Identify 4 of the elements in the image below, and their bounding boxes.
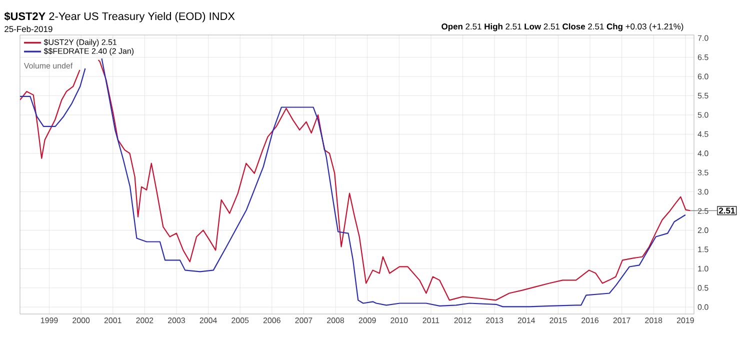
text: Open 2.51 High 2.51 Low 2.51 Close 2.51 Chg +0.03 (+1.21%): [442, 23, 684, 32]
chart-title: $UST2Y 2-Year US Treasury Yield (EOD) INDX: [4, 12, 235, 22]
annotation: 2.51: [718, 208, 735, 214]
chart-subtitle: 25-Feb-2019: [4, 26, 52, 32]
